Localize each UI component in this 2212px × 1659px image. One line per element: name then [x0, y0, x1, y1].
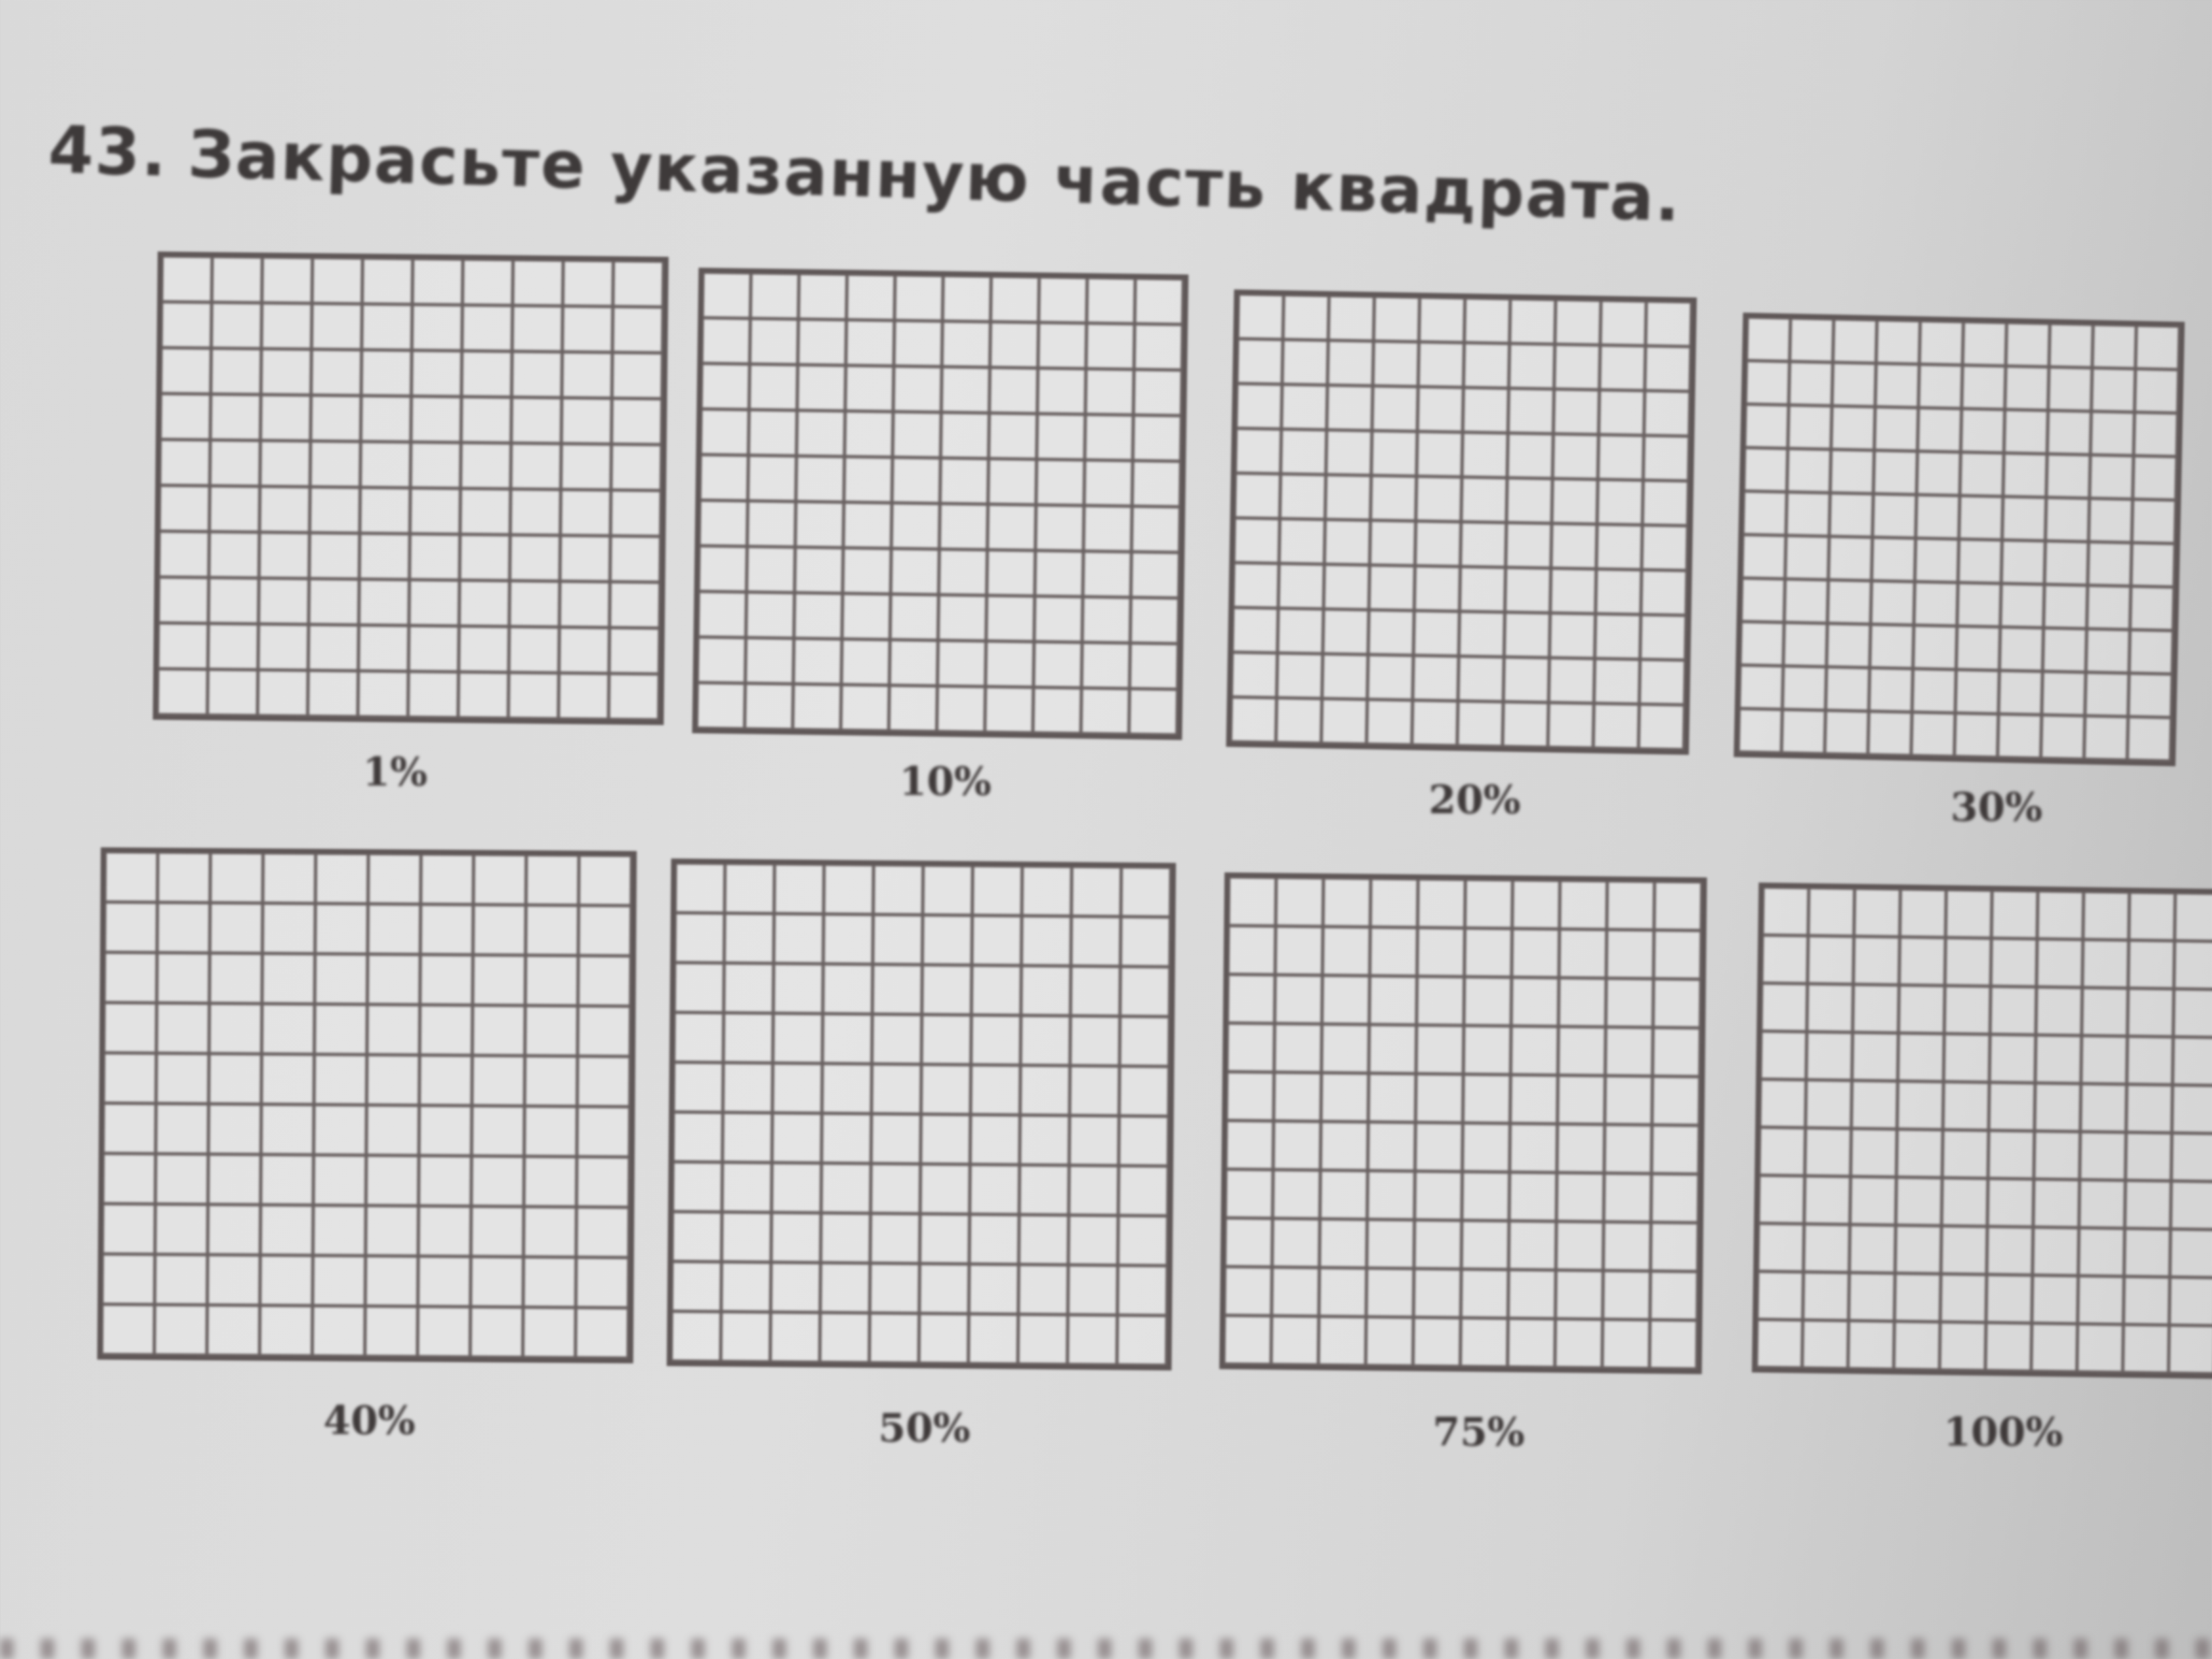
exercise-number: 43.: [47, 112, 169, 192]
grid-square-5[interactable]: [97, 847, 637, 1364]
grid-square-4[interactable]: [1734, 312, 2185, 766]
grid-square-7[interactable]: [1219, 872, 1707, 1374]
exercise-instruction: Закрасьте указанную часть квадрата.: [186, 116, 1683, 237]
grid-label-2: 10%: [899, 758, 991, 804]
grid-square-6[interactable]: [666, 858, 1176, 1371]
grid-square-1[interactable]: [152, 251, 669, 725]
grid-square-8[interactable]: [1751, 882, 2212, 1379]
grid-square-2[interactable]: [692, 267, 1189, 741]
grid-label-3: 20%: [1429, 777, 1521, 823]
grid-square-3[interactable]: [1226, 289, 1697, 755]
grid-label-4: 30%: [1950, 784, 2043, 830]
grid-label-5: 40%: [323, 1397, 415, 1443]
grid-label-7: 75%: [1433, 1409, 1525, 1455]
grid-label-1: 1%: [363, 749, 428, 795]
grid-label-6: 50%: [878, 1405, 970, 1451]
grid-label-8: 100%: [1943, 1409, 2064, 1455]
exercise-title: 43. Закрасьте указанную часть квадрата.: [47, 112, 1683, 236]
cropped-next-line: [0, 1639, 2212, 1659]
